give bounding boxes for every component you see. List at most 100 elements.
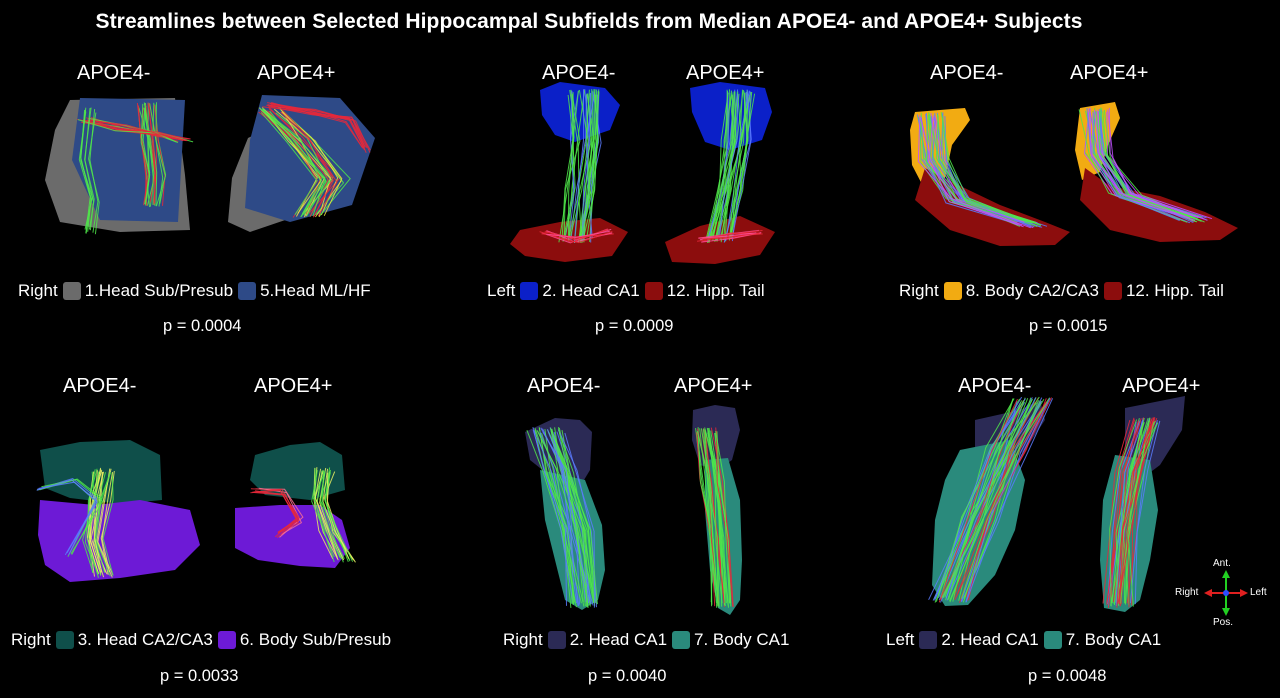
streamline bbox=[1127, 422, 1159, 607]
streamline bbox=[935, 398, 1014, 602]
streamline bbox=[1116, 417, 1156, 608]
streamline bbox=[577, 89, 590, 243]
streamline bbox=[268, 108, 334, 217]
streamline bbox=[919, 115, 1023, 226]
streamline bbox=[696, 432, 716, 607]
streamline bbox=[41, 478, 104, 554]
compass-left-label: Left bbox=[1250, 587, 1267, 598]
panel-3-side: Right bbox=[899, 281, 939, 300]
streamline bbox=[155, 102, 166, 207]
streamline bbox=[147, 102, 157, 205]
streamline bbox=[90, 472, 105, 578]
right-arrow-head bbox=[1204, 589, 1212, 597]
streamline bbox=[1100, 111, 1202, 222]
panel-4-pos-cross bbox=[250, 487, 304, 538]
streamline bbox=[551, 430, 584, 603]
streamline bbox=[1127, 419, 1152, 608]
streamline bbox=[547, 429, 580, 607]
streamline bbox=[705, 92, 731, 240]
compass-center bbox=[1223, 590, 1229, 596]
streamline bbox=[270, 104, 371, 151]
streamline bbox=[706, 92, 729, 239]
streamline bbox=[550, 427, 588, 608]
streamline bbox=[707, 91, 737, 243]
streamline bbox=[941, 398, 1033, 598]
streamline bbox=[1106, 420, 1139, 604]
streamline bbox=[698, 232, 757, 239]
streamline bbox=[264, 110, 322, 218]
panel-1-neg-left bbox=[78, 107, 100, 235]
panel-5-swatch-b bbox=[672, 631, 691, 649]
streamline bbox=[697, 427, 715, 603]
streamline bbox=[917, 114, 1018, 226]
compass-ant-label: Ant. bbox=[1213, 558, 1231, 569]
panel-2-side: Left bbox=[487, 281, 516, 300]
panel-6-p-value: p = 0.0048 bbox=[1028, 667, 1107, 685]
panel-1-side: Right bbox=[18, 281, 58, 300]
streamline bbox=[95, 472, 111, 573]
streamline bbox=[79, 109, 92, 234]
panel-3-region-a: 8. Body CA2/CA3 bbox=[965, 281, 1099, 300]
panel-6-region-b: 7. Body CA1 bbox=[1065, 630, 1162, 649]
panel-1-neg-cross bbox=[77, 117, 194, 143]
streamline bbox=[96, 468, 113, 578]
streamline bbox=[1086, 108, 1180, 221]
streamline bbox=[567, 94, 574, 241]
streamline bbox=[564, 90, 579, 238]
panel-2-region-a: 2. Head CA1 bbox=[542, 281, 640, 300]
panel-2-neg-tail bbox=[539, 228, 614, 244]
streamline bbox=[91, 119, 188, 142]
streamline bbox=[282, 110, 345, 216]
streamline bbox=[574, 89, 585, 243]
panel-2-legend: Left 2. Head CA1 12. Hipp. Tail bbox=[487, 281, 765, 301]
streamline bbox=[1093, 109, 1199, 219]
streamline bbox=[324, 472, 354, 562]
panel-2-swatch-b bbox=[644, 282, 663, 300]
panel-4-side: Right bbox=[11, 630, 51, 649]
streamline bbox=[568, 90, 586, 238]
streamline bbox=[562, 92, 574, 242]
panel-4-label-neg: APOE4- bbox=[63, 375, 137, 397]
streamline bbox=[935, 115, 1037, 224]
panel-5-neg-streamlines bbox=[526, 427, 598, 608]
panel-2-label-pos: APOE4+ bbox=[686, 62, 765, 84]
streamline bbox=[84, 107, 95, 230]
panel-2-label-neg: APOE4- bbox=[542, 62, 616, 84]
streamline bbox=[1095, 111, 1193, 218]
panel-4-region-a: 3. Head CA2/CA3 bbox=[77, 630, 213, 649]
panel-2-pos-tail bbox=[697, 229, 763, 243]
panel-3-region-b: 12. Hipp. Tail bbox=[1125, 281, 1224, 300]
streamline bbox=[548, 231, 613, 244]
panel-4-pos-streamlines bbox=[311, 467, 356, 563]
streamline bbox=[700, 428, 719, 607]
streamline bbox=[708, 92, 729, 238]
streamline bbox=[706, 427, 723, 604]
panel-2-region-b: 12. Hipp. Tail bbox=[666, 281, 765, 300]
ant-arrow-head bbox=[1222, 570, 1230, 578]
panel-5-region-a: 2. Head CA1 bbox=[569, 630, 668, 649]
panel-3-swatch-a bbox=[943, 282, 962, 300]
streamline bbox=[581, 91, 596, 240]
streamline bbox=[94, 472, 111, 577]
streamline bbox=[710, 91, 729, 239]
streamline bbox=[1113, 420, 1150, 606]
streamline bbox=[716, 431, 734, 607]
panel-5-label-pos: APOE4+ bbox=[674, 375, 753, 397]
panel-1-neg-streamlines bbox=[136, 102, 167, 208]
panel-5-legend: Right 2. Head CA1 7. Body CA1 bbox=[503, 630, 789, 650]
panel-6-swatch-a bbox=[919, 631, 938, 649]
panel-5-region-b: 7. Body CA1 bbox=[694, 630, 790, 649]
streamline bbox=[546, 230, 610, 238]
panel-5-p-value: p = 0.0040 bbox=[588, 667, 667, 685]
streamline bbox=[1107, 420, 1141, 604]
streamline bbox=[704, 430, 719, 607]
panel-6-label-pos: APOE4+ bbox=[1122, 375, 1201, 397]
streamline bbox=[268, 105, 366, 148]
panel-6-label-neg: APOE4- bbox=[958, 375, 1032, 397]
streamline bbox=[949, 402, 1037, 602]
streamline bbox=[273, 108, 343, 218]
streamline bbox=[938, 398, 1018, 603]
streamline bbox=[960, 400, 1041, 599]
panel-5-label-neg: APOE4- bbox=[527, 375, 601, 397]
panel-1-region-b: 5.Head ML/HF bbox=[260, 281, 371, 300]
